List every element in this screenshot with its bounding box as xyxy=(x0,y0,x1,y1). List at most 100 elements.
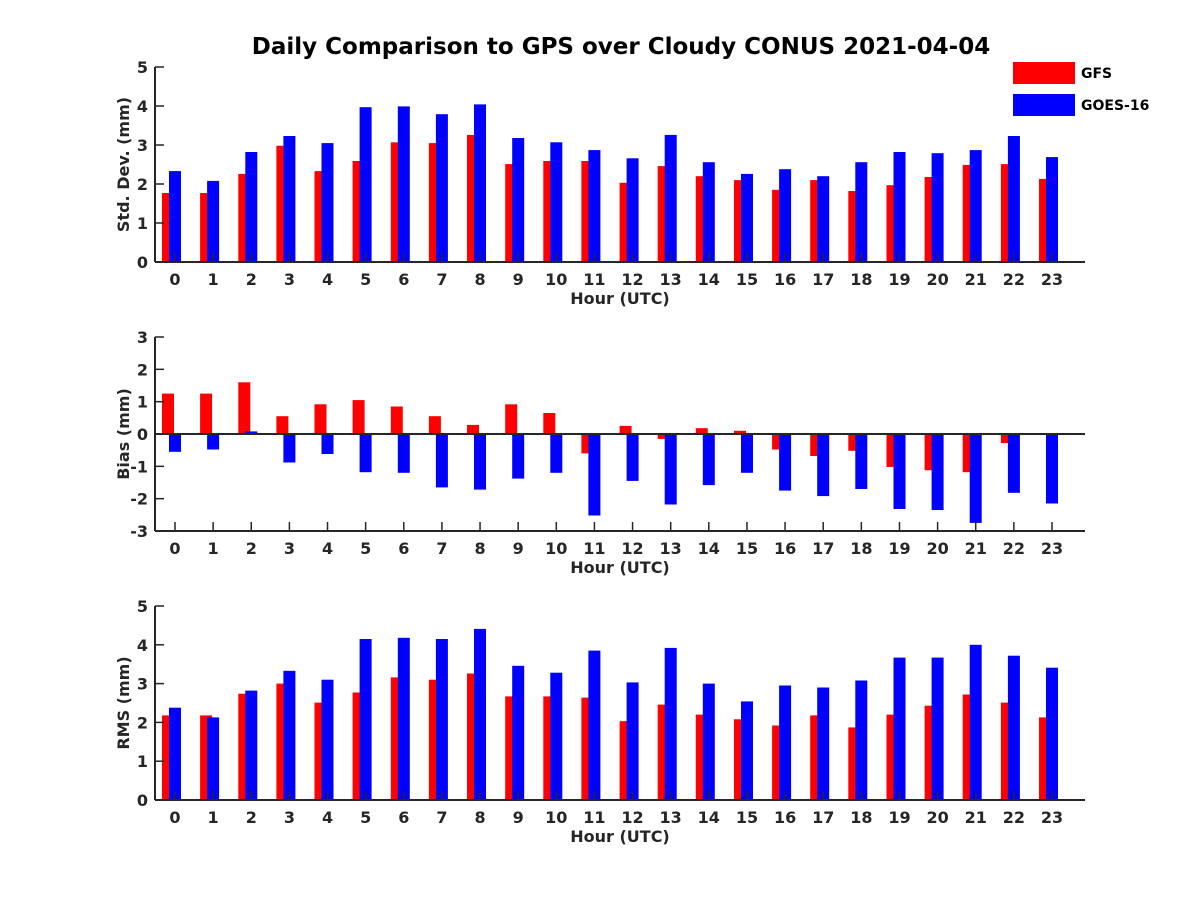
bar-goes-16-hour-11 xyxy=(588,150,601,262)
x-tick-label: 20 xyxy=(926,270,948,289)
bar-goes-16-hour-2 xyxy=(245,690,258,800)
x-tick-label: 10 xyxy=(545,539,567,558)
bar-goes-16-hour-7 xyxy=(435,114,448,262)
bar-goes-16-hour-9 xyxy=(512,434,525,479)
x-tick-label: 23 xyxy=(1041,808,1063,827)
x-tick-label: 11 xyxy=(583,270,605,289)
bar-goes-16-hour-5 xyxy=(359,639,372,800)
x-tick-label: 20 xyxy=(926,539,948,558)
bar-goes-16-hour-22 xyxy=(1007,655,1020,800)
bar-goes-16-hour-6 xyxy=(397,434,410,473)
x-tick-label: 18 xyxy=(850,808,872,827)
bar-goes-16-hour-17 xyxy=(817,176,830,262)
x-tick-label: 10 xyxy=(545,270,567,289)
bar-goes-16-hour-0 xyxy=(169,434,181,452)
bar-gfs-hour-9 xyxy=(505,404,518,434)
x-tick-label: 3 xyxy=(284,270,295,289)
bar-gfs-hour-1 xyxy=(200,393,213,434)
y-tick-label: -3 xyxy=(130,522,148,541)
bar-goes-16-hour-19 xyxy=(893,152,906,262)
x-tick-label: 0 xyxy=(169,539,180,558)
y-tick-label: 4 xyxy=(137,636,148,655)
y-axis-label: Std. Dev. (mm) xyxy=(114,97,133,232)
bar-goes-16-hour-14 xyxy=(702,683,715,800)
x-tick-label: 15 xyxy=(736,270,758,289)
x-tick-label: 9 xyxy=(513,808,524,827)
x-tick-label: 6 xyxy=(398,539,409,558)
bar-goes-16-hour-11 xyxy=(588,650,601,800)
bar-goes-16-hour-19 xyxy=(893,657,906,800)
y-tick-label: 5 xyxy=(137,597,148,616)
x-tick-label: 9 xyxy=(513,270,524,289)
bar-goes-16-hour-18 xyxy=(855,680,868,800)
x-tick-label: 22 xyxy=(1003,808,1025,827)
bar-goes-16-hour-16 xyxy=(779,685,792,800)
bar-gfs-hour-4 xyxy=(314,404,327,434)
y-tick-label: 5 xyxy=(137,58,148,77)
x-tick-label: 4 xyxy=(322,539,333,558)
y-tick-label: 0 xyxy=(137,425,148,444)
bar-goes-16-hour-16 xyxy=(779,434,792,491)
bar-goes-16-hour-23 xyxy=(1046,157,1058,262)
bar-gfs-hour-5 xyxy=(352,400,365,434)
x-tick-label: 23 xyxy=(1041,270,1063,289)
y-tick-label: -2 xyxy=(130,490,148,509)
x-axis-label: Hour (UTC) xyxy=(570,558,670,577)
x-tick-label: 5 xyxy=(360,539,371,558)
bar-gfs-hour-3 xyxy=(276,416,289,434)
x-tick-label: 13 xyxy=(660,539,682,558)
x-tick-label: 13 xyxy=(660,270,682,289)
x-tick-label: 1 xyxy=(208,808,219,827)
x-tick-label: 17 xyxy=(812,270,834,289)
bar-gfs-hour-15 xyxy=(734,430,746,434)
bar-goes-16-hour-7 xyxy=(435,639,448,800)
bar-goes-16-hour-14 xyxy=(702,434,715,486)
bar-gfs-hour-7 xyxy=(428,416,441,434)
x-tick-label: 17 xyxy=(812,539,834,558)
y-tick-label: 1 xyxy=(137,752,148,771)
bar-goes-16-hour-14 xyxy=(702,162,715,262)
x-tick-label: 8 xyxy=(474,270,485,289)
bar-goes-16-hour-12 xyxy=(626,682,639,800)
x-tick-label: 19 xyxy=(888,808,910,827)
bar-goes-16-hour-0 xyxy=(169,171,181,262)
bar-goes-16-hour-8 xyxy=(474,434,486,490)
bar-goes-16-hour-15 xyxy=(741,434,753,473)
bar-goes-16-hour-3 xyxy=(283,670,296,800)
y-tick-label: 1 xyxy=(137,393,148,412)
x-tick-label: 22 xyxy=(1003,270,1025,289)
bar-goes-16-hour-13 xyxy=(664,647,677,800)
x-tick-label: 14 xyxy=(698,808,720,827)
bar-gfs-hour-12 xyxy=(619,425,632,434)
bar-goes-16-hour-19 xyxy=(893,434,906,509)
bar-goes-16-hour-2 xyxy=(245,152,258,262)
x-tick-label: 16 xyxy=(774,539,796,558)
y-tick-label: 3 xyxy=(137,675,148,694)
bar-goes-16-hour-22 xyxy=(1007,136,1020,262)
x-tick-label: 12 xyxy=(621,539,643,558)
x-tick-label: 5 xyxy=(360,270,371,289)
y-tick-label: 3 xyxy=(137,328,148,347)
bar-goes-16-hour-6 xyxy=(397,637,410,800)
x-tick-label: 8 xyxy=(474,808,485,827)
bar-goes-16-hour-21 xyxy=(969,150,982,262)
x-tick-label: 1 xyxy=(208,270,219,289)
bar-goes-16-hour-20 xyxy=(931,153,944,262)
x-tick-label: 2 xyxy=(246,270,257,289)
y-axis-label: RMS (mm) xyxy=(114,656,133,749)
x-tick-label: 7 xyxy=(436,808,447,827)
x-tick-label: 1 xyxy=(208,539,219,558)
y-axis-label: Bias (mm) xyxy=(114,388,133,480)
bar-goes-16-hour-22 xyxy=(1007,434,1020,493)
x-tick-label: 16 xyxy=(774,270,796,289)
bar-goes-16-hour-0 xyxy=(169,707,181,800)
bar-goes-16-hour-20 xyxy=(931,657,944,800)
bar-gfs-hour-0 xyxy=(162,393,174,434)
bar-goes-16-hour-15 xyxy=(741,173,753,262)
x-tick-label: 17 xyxy=(812,808,834,827)
bar-goes-16-hour-10 xyxy=(550,142,563,262)
bar-goes-16-hour-12 xyxy=(626,158,639,262)
bar-goes-16-hour-23 xyxy=(1046,667,1058,800)
